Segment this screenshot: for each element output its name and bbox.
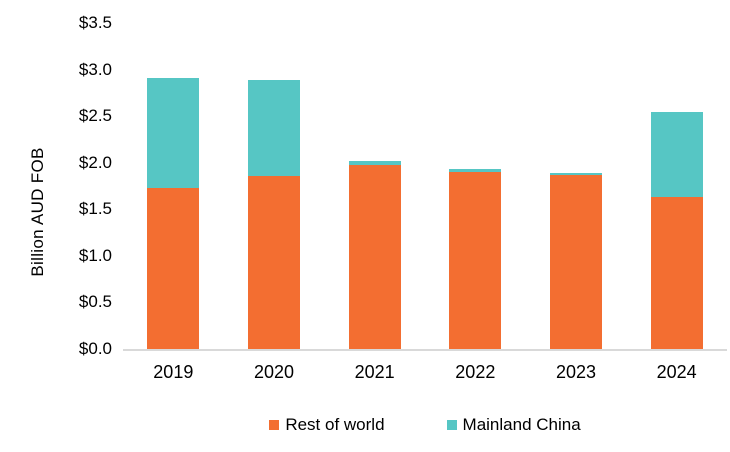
legend-item-rest-of-world: Rest of world [269,415,385,435]
x-axis-label-2024: 2024 [656,362,697,382]
bar-segment-2019-mainland-china [147,77,200,188]
x-axis-labels: 2019 2020 2021 2022 2023 2024 [123,361,727,385]
bar-segment-2022-mainland-china [449,169,502,173]
y-tick-label-2-5: $2.5 [78,106,112,126]
bar-segment-2022-rest-of-world [449,172,502,349]
bar-segment-2021-mainland-china [348,160,401,165]
bar-segment-2024-rest-of-world [650,197,703,349]
bar-segment-2024-mainland-china [650,112,703,198]
bar-segment-2021-rest-of-world [348,164,401,349]
legend-item-mainland-china: Mainland China [446,415,581,435]
x-axis-label-2022: 2022 [455,362,496,382]
bar-segment-2020-mainland-china [248,79,300,176]
x-axis-label-2020: 2020 [253,362,294,382]
y-tick-label-0-0: $0.0 [78,339,112,358]
x-axis-label-2019: 2019 [153,362,194,382]
legend-label-mainland-china: Mainland China [462,415,581,434]
y-tick-label-1-0: $1.0 [78,245,112,265]
plot-area [123,23,727,349]
bar-segment-2023-mainland-china [550,172,602,175]
x-axis-label-2021: 2021 [354,362,395,382]
legend-swatch-icon-mainland-china [446,420,457,430]
legend-swatch-icon-rest-of-world [269,420,280,430]
bar-segment-2019-rest-of-world [147,187,200,349]
legend: Rest of world Mainland China [123,412,727,438]
y-tick-label-3-0: $3.0 [78,59,112,79]
x-axis-line [123,349,727,351]
y-tick-label-3-5: $3.5 [78,13,112,32]
legend-label-rest-of-world: Rest of world [285,415,385,434]
bar-segment-2023-rest-of-world [550,174,602,349]
y-tick-label-0-5: $0.5 [78,292,112,312]
y-tick-label-2-0: $2.0 [78,152,112,172]
y-tick-label-1-5: $1.5 [78,199,112,219]
y-axis-ticks: $0.0 $0.5 $1.0 $1.5 $2.0 $2.5 $3.0 $3.5 [0,0,112,452]
x-axis-label-2023: 2023 [555,362,596,382]
bar-segment-2020-rest-of-world [248,175,300,349]
